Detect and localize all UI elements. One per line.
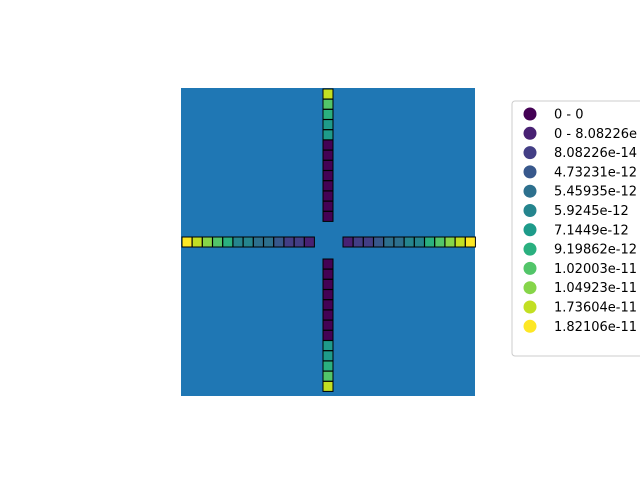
cell-bottom (322, 258, 334, 270)
cell-bottom (322, 380, 334, 392)
cell-right (424, 236, 436, 248)
cell-bottom (322, 278, 334, 290)
legend-marker (523, 146, 537, 160)
cell-bottom (322, 299, 334, 311)
data-cells (181, 88, 476, 392)
legend-marker (523, 261, 537, 275)
cell-bottom (322, 329, 334, 341)
cell-left (181, 236, 193, 248)
legend-marker (523, 126, 537, 140)
legend-marker (523, 223, 537, 237)
cell-top (322, 129, 334, 141)
legend-marker (523, 184, 537, 198)
legend-label: 4.73231e-12 (554, 165, 637, 180)
legend-label: 7.1449e-12 (554, 223, 629, 238)
legend-label: 1.82106e-11 (554, 320, 637, 335)
cell-left (263, 236, 275, 248)
cell-left (252, 236, 264, 248)
cell-left (232, 236, 244, 248)
cell-top (322, 149, 334, 161)
legend-label: 5.9245e-12 (554, 204, 629, 219)
cell-bottom (322, 319, 334, 331)
cell-left (283, 236, 295, 248)
cell-left (201, 236, 213, 248)
cell-top (322, 170, 334, 182)
cell-right (393, 236, 405, 248)
legend-marker (523, 300, 537, 314)
cell-left (222, 236, 234, 248)
cell-top (322, 200, 334, 212)
cell-left (191, 236, 203, 248)
legend-label: 1.04923e-11 (554, 281, 637, 296)
legend: 0 - 0 0 - 8.08226e 8.08226e-14 4.73231e-12 5… (511, 100, 640, 357)
cell-bottom (322, 289, 334, 301)
legend-marker (523, 204, 537, 217)
cell-top (322, 210, 334, 222)
cell-right (413, 236, 425, 248)
cell-right (464, 236, 476, 248)
cell-top (322, 159, 334, 171)
cell-top (322, 108, 334, 120)
cell-top (322, 190, 334, 202)
cell-left (242, 236, 254, 248)
legend-marker (523, 281, 537, 295)
cell-left (293, 236, 305, 248)
cell-left (303, 236, 315, 248)
cell-bottom (322, 360, 334, 372)
cell-left (212, 236, 224, 248)
legend-marker (523, 319, 537, 333)
legend-label: 1.02003e-11 (554, 262, 637, 277)
legend-label: 0 - 0 (554, 108, 584, 123)
legend-label: 5.45935e-12 (554, 185, 637, 200)
cell-top (322, 88, 334, 100)
cell-left (273, 236, 285, 248)
legend-label: 9.19862e-12 (554, 243, 637, 258)
cell-right (362, 236, 374, 248)
cell-right (352, 236, 364, 248)
cell-bottom (322, 309, 334, 321)
cell-bottom (322, 370, 334, 382)
cell-bottom (322, 268, 334, 280)
legend-marker (523, 242, 537, 256)
cell-right (383, 236, 395, 248)
cell-bottom (322, 350, 334, 362)
legend-marker (523, 107, 537, 121)
cell-right (373, 236, 385, 248)
cell-top (322, 119, 334, 131)
legend-label: 1.73604e-11 (554, 301, 637, 316)
legend-marker (523, 165, 537, 179)
legend-label: 8.08226e-14 (554, 146, 637, 161)
cell-bottom (322, 340, 334, 352)
cell-right (444, 236, 456, 248)
cell-top (322, 98, 334, 110)
cell-right (434, 236, 446, 248)
cell-top (322, 180, 334, 192)
cell-right (403, 236, 415, 248)
cell-top (322, 139, 334, 151)
legend-label: 0 - 8.08226e (554, 127, 637, 142)
cell-right (454, 236, 466, 248)
legend-frame (511, 100, 640, 357)
cell-right (342, 236, 354, 248)
